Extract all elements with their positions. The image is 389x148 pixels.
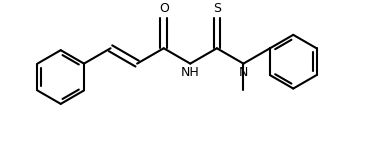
Text: O: O xyxy=(159,2,169,15)
Text: S: S xyxy=(213,2,221,15)
Text: N: N xyxy=(239,66,248,79)
Text: NH: NH xyxy=(181,66,200,79)
